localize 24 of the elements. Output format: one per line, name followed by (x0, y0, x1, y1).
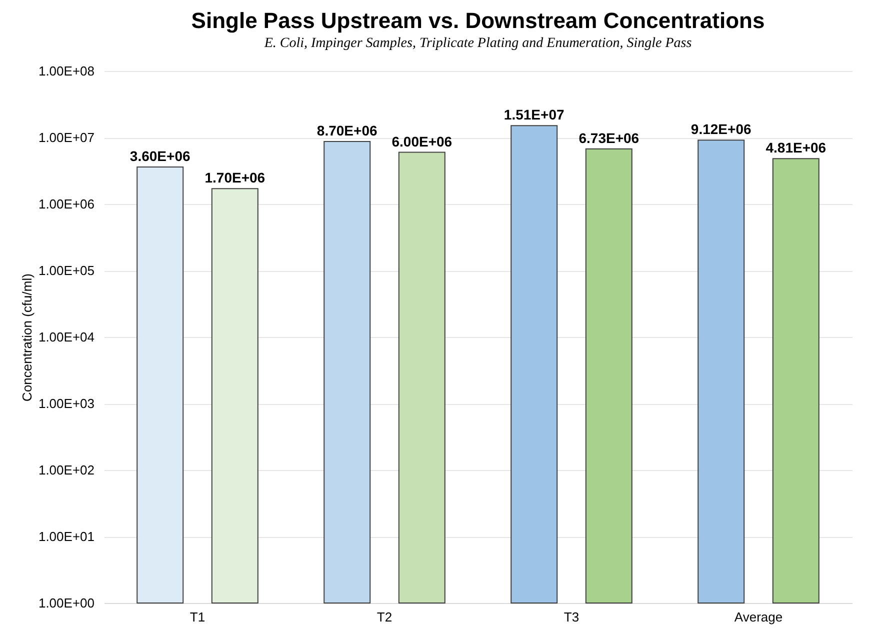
y-tick-label: 1.00E+04 (38, 330, 94, 344)
y-tick-label: 1.00E+02 (38, 462, 94, 478)
y-tick-label: 1.00E+06 (38, 196, 94, 212)
x-tick-label: T1 (190, 610, 206, 624)
data-label: 6.73E+06 (578, 130, 640, 146)
y-tick-label: 1.00E+07 (38, 130, 94, 145)
y-axis-title: Concentration (cfu/ml) (19, 274, 34, 402)
data-label: 9.12E+06 (690, 121, 752, 138)
x-tick-label: T3 (564, 610, 580, 624)
y-tick-label: 1.00E+05 (38, 263, 94, 278)
y-tick-label: 1.00E+01 (38, 529, 94, 544)
data-label: 3.60E+06 (130, 148, 190, 164)
data-label: 1.70E+06 (204, 170, 266, 186)
data-label: 4.81E+06 (766, 140, 826, 156)
x-tick-label: Average (734, 610, 783, 624)
chart-title: Single Pass Upstream vs. Downstream Concentrations (191, 8, 765, 33)
data-label: 6.00E+06 (392, 133, 452, 150)
chart-subtitle: E. Coli, Impinger Samples, Triplicate Plating and Enumeration, Single Pass (263, 36, 692, 51)
x-tick-label: T2 (376, 610, 392, 624)
y-tick-label: 1.00E+08 (38, 64, 94, 78)
y-tick-label: 1.00E+00 (38, 596, 94, 610)
data-label: 1.51E+07 (504, 106, 564, 123)
data-label: 8.70E+06 (316, 122, 378, 139)
y-tick-label: 1.00E+03 (38, 396, 94, 411)
